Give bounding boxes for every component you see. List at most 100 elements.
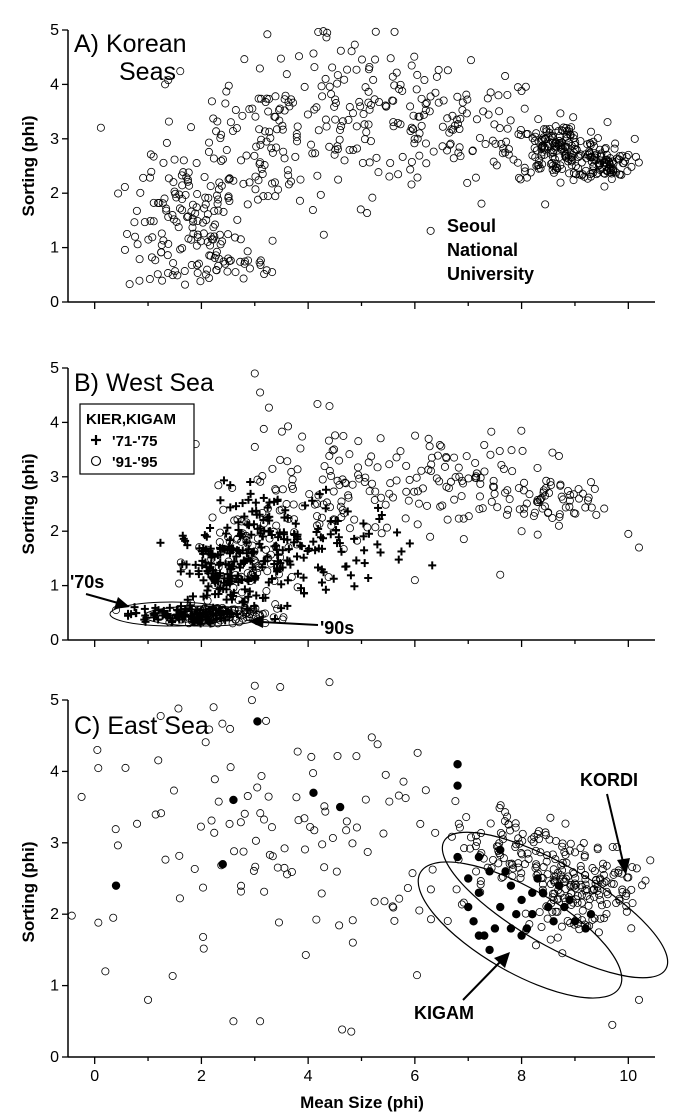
data-point-open <box>432 474 441 483</box>
data-point-open <box>284 514 293 523</box>
data-point-open <box>600 145 609 154</box>
data-point-open <box>268 236 277 245</box>
data-point-open <box>426 532 435 541</box>
data-point-open <box>622 889 631 898</box>
data-point-open <box>271 112 280 121</box>
data-point-open <box>486 819 495 828</box>
data-point-open <box>218 155 227 164</box>
data-point-open <box>160 194 169 203</box>
data-point-plus <box>242 549 251 558</box>
data-point-open <box>345 103 354 112</box>
data-point-filled <box>554 881 564 890</box>
data-point-open <box>233 215 242 224</box>
data-point-open <box>476 479 485 488</box>
data-point-open <box>475 133 484 142</box>
data-point-open <box>590 142 599 151</box>
data-point-open <box>311 149 320 158</box>
data-point-open <box>600 182 609 191</box>
data-point-open <box>531 846 540 855</box>
data-point-open <box>614 155 623 164</box>
data-point-open <box>162 206 171 215</box>
data-point-open <box>184 234 193 243</box>
data-point-plus <box>244 495 253 504</box>
data-point-open <box>520 509 529 518</box>
data-point-open <box>217 130 226 139</box>
data-point-open <box>212 127 221 136</box>
data-point-open <box>517 426 526 435</box>
data-point-open <box>169 786 178 795</box>
data-point-open <box>432 72 441 81</box>
data-point-open <box>181 280 190 289</box>
data-point-open <box>276 455 285 464</box>
data-point-plus <box>240 585 249 594</box>
data-point-open <box>340 75 349 84</box>
data-point-open <box>613 842 622 851</box>
data-point-open <box>385 172 394 181</box>
data-point-open <box>443 916 452 925</box>
data-point-open <box>401 514 410 523</box>
data-point-open <box>260 519 269 528</box>
data-point-open <box>188 223 197 232</box>
data-point-open <box>183 175 192 184</box>
data-point-open <box>267 823 276 832</box>
data-point-plus <box>375 515 384 524</box>
data-point-open <box>517 850 526 859</box>
data-point-open <box>147 167 156 176</box>
x-tick-label: 4 <box>304 1068 313 1085</box>
data-point-open <box>372 153 381 162</box>
data-point-open <box>218 237 227 246</box>
data-point-open <box>163 269 172 278</box>
data-point-open <box>373 740 382 749</box>
data-point-open <box>272 521 281 530</box>
data-point-open <box>268 464 277 473</box>
data-point-open <box>492 161 501 170</box>
data-point-plus <box>374 503 383 512</box>
data-point-open <box>266 133 275 142</box>
data-point-plus <box>246 489 255 498</box>
data-point-open <box>251 557 260 566</box>
data-point-open <box>471 842 480 851</box>
data-point-open <box>213 117 222 126</box>
data-point-open <box>581 886 590 895</box>
data-point-open <box>516 125 525 134</box>
data-point-filled <box>453 852 462 862</box>
data-point-open <box>560 147 569 156</box>
data-point-open <box>542 857 551 866</box>
data-point-open <box>496 801 505 810</box>
data-point-open <box>224 81 233 90</box>
data-point-open <box>610 868 619 877</box>
data-point-open <box>305 490 314 499</box>
data-point-open <box>292 130 301 139</box>
data-point-open <box>552 163 561 172</box>
data-point-open <box>157 809 166 818</box>
data-point-open <box>584 493 593 502</box>
panel-c-y-tick-label: 2 <box>50 906 59 923</box>
data-point-open <box>193 261 202 270</box>
data-point-open <box>133 819 142 828</box>
data-point-open <box>312 103 321 112</box>
data-point-open <box>622 902 631 911</box>
data-point-open <box>365 105 374 114</box>
data-point-open <box>153 270 162 279</box>
data-point-open <box>558 866 567 875</box>
data-point-open <box>352 65 361 74</box>
data-point-open <box>424 465 433 474</box>
data-point-open <box>594 928 603 937</box>
data-point-plus <box>222 585 231 594</box>
data-point-open <box>624 529 633 538</box>
data-point-open <box>257 135 266 144</box>
data-point-open <box>386 159 395 168</box>
data-point-open <box>274 185 283 194</box>
data-point-open <box>187 616 196 625</box>
x-tick-label: 10 <box>619 1068 637 1085</box>
data-point-open <box>260 270 269 279</box>
data-point-plus <box>334 533 343 542</box>
data-point-open <box>590 484 599 493</box>
data-point-plus <box>291 519 300 528</box>
data-point-open <box>309 49 318 58</box>
data-point-open <box>522 130 531 139</box>
data-point-open <box>353 144 362 153</box>
data-point-open <box>580 851 589 860</box>
data-point-open <box>339 545 348 554</box>
data-point-open <box>145 275 154 284</box>
